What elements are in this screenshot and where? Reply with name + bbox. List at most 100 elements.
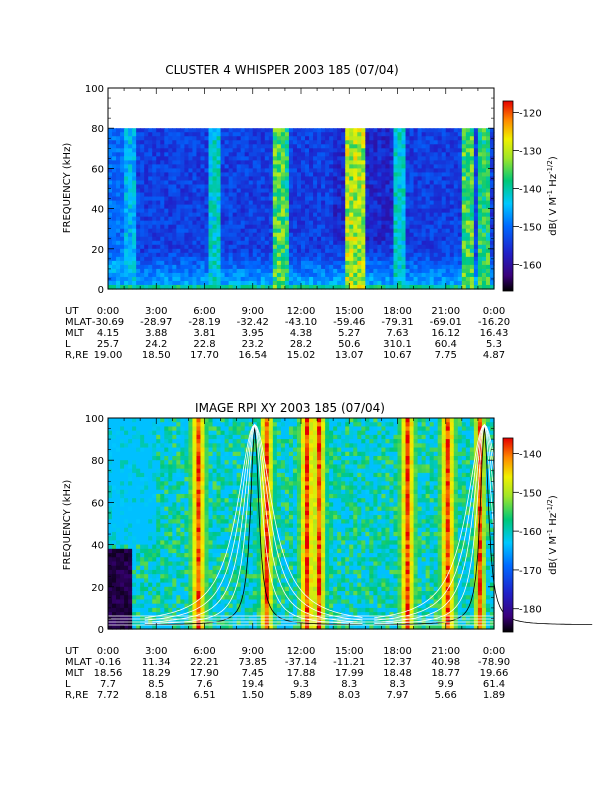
rpi-cell [112,536,117,541]
cluster-cell [108,220,113,226]
rpi-cell [152,607,157,613]
cluster-cell [405,212,411,218]
cluster-cell [429,200,435,206]
cluster-cell [116,232,121,238]
cluster-cell [489,224,495,230]
rpi-cell [172,515,177,520]
cluster-cell [108,208,113,214]
cluster-cell [284,248,290,254]
cluster-cell [481,252,487,258]
cluster-cell [413,128,419,133]
cluster-cell [276,152,282,157]
rpi-cell [180,493,185,499]
cluster-cell [144,196,149,202]
cluster-cell [361,156,366,161]
cluster-cell [337,136,342,141]
cluster-cell [132,240,137,246]
rpi-cell [128,422,133,428]
cluster-cell [124,192,129,198]
rpi-cell [128,603,133,609]
cluster-cell [236,252,242,258]
cluster-cell [224,204,230,210]
cluster-cell [381,144,387,149]
rpi-cell [180,481,185,487]
cluster-cell [369,216,374,222]
cluster-cell [176,264,181,270]
cluster-cell [421,140,427,145]
rpi-cell [176,591,181,596]
cluster-cell [224,244,230,250]
cluster-cell [437,248,443,254]
cluster-cell [168,188,173,194]
cluster-cell [208,200,214,206]
cluster-cell [260,164,266,169]
cluster-cell [361,176,366,182]
cluster-cell [224,136,230,141]
rpi-cell [172,586,177,592]
cluster-cell [381,136,387,141]
cluster-cell [373,264,378,270]
cluster-cell [128,272,133,278]
rpi-cell [156,426,161,432]
cluster-cell [393,260,399,266]
cluster-cell [369,136,374,141]
cluster-cell [276,248,282,254]
rpi-cell [112,451,117,457]
cluster-cell [461,168,467,174]
rpi-cell [172,607,177,613]
cluster-cell [465,232,471,238]
rpi-cell [164,624,169,630]
cluster-cell [220,152,226,157]
rpi-cell [120,447,125,453]
cluster-cell [477,200,483,206]
rpi-cell [144,553,149,558]
cluster-cell [284,208,290,214]
cluster-cell [272,184,278,190]
cluster-cell [413,148,419,153]
cluster-cell [485,160,491,165]
rpi-cell [160,464,165,470]
cluster-cell [485,196,491,202]
cluster-cell [240,132,246,137]
cluster-cell [329,244,334,250]
cluster-cell [228,276,234,282]
rpi-cell [172,540,177,546]
cluster-cell [148,208,153,214]
cluster-cell [216,260,222,266]
cluster-cell [144,284,149,290]
cluster-cell [361,276,366,282]
cluster-cell [200,264,206,270]
cluster-cell [405,276,411,282]
cluster-cell [132,204,137,210]
cluster-cell [168,148,173,153]
cluster-cell [333,132,338,137]
cluster-cell [196,156,202,161]
cluster-cell [144,156,149,161]
cluster-cell [405,228,411,234]
rpi-cell [108,430,113,436]
cluster-cell [164,164,169,169]
cluster-cell [244,260,250,266]
cluster-cell [264,260,270,266]
cluster-cell [220,212,226,218]
cluster-cell [437,132,443,137]
cluster-cell [108,200,113,206]
rpi-cell [172,557,177,563]
rpi-cell [176,426,181,432]
cluster-cell [256,148,262,153]
cluster-cell [204,260,210,266]
cluster-cell [180,172,185,178]
cluster-cell [337,244,342,250]
cluster-cell [333,244,338,250]
rpi-cell [164,599,169,605]
cluster-cell [276,148,282,153]
cluster-cell [124,208,129,214]
cluster-cell [485,284,491,290]
cluster-cell [240,252,246,258]
cluster-cell [481,156,487,161]
cluster-cell [305,256,310,262]
rpi-cell [108,498,113,503]
cluster-cell [176,148,181,153]
cluster-cell [421,212,427,218]
cluster-cell [156,216,161,222]
